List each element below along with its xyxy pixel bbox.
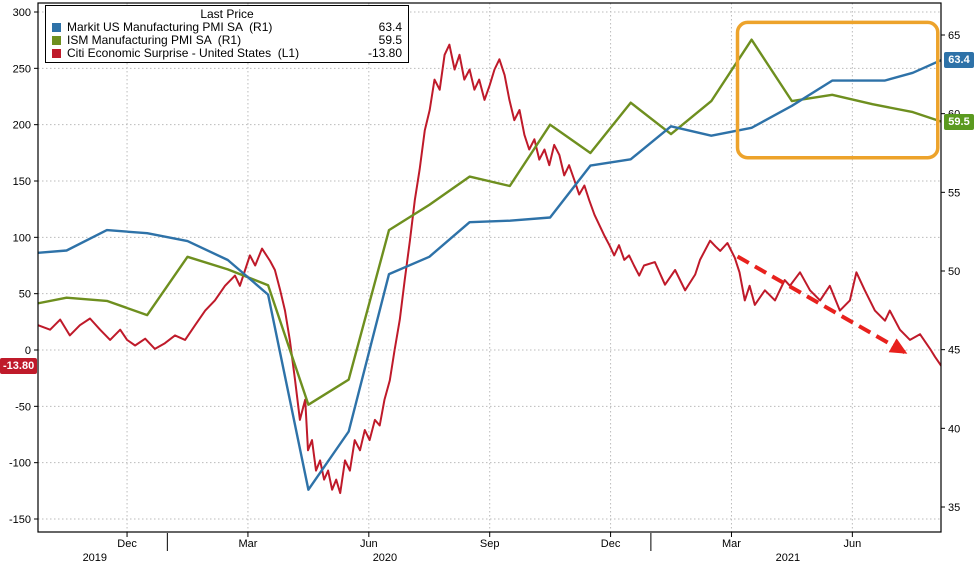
- month-tick-label: Mar: [238, 538, 257, 550]
- ism-series-value: 59.5: [378, 33, 402, 47]
- highlight-box: [735, 20, 940, 160]
- month-tick-label: Jun: [360, 538, 378, 550]
- ism-series-label: ISM Manufacturing PMI SA (R1): [67, 33, 242, 47]
- markit-line: [38, 59, 941, 491]
- axes: 300250200150100500-50-100-15065605550454…: [9, 7, 960, 564]
- left-axis-tick-label: -50: [15, 401, 31, 413]
- markit-last-price-badge: 63.4: [944, 52, 974, 68]
- markit-series-value: 63.4: [378, 20, 402, 34]
- ism-line: [38, 38, 941, 406]
- left-axis-tick-label: 100: [13, 232, 31, 244]
- right-axis-tick-label: 65: [948, 30, 960, 42]
- citi-series-value: -13.80: [367, 46, 402, 60]
- right-axis-tick-label: 45: [948, 345, 960, 357]
- left-axis-tick-label: 300: [13, 7, 31, 19]
- left-axis-tick-label: 250: [13, 63, 31, 75]
- legend-item-ism: ISM Manufacturing PMI SA (R1) 59.5: [52, 34, 402, 47]
- right-axis-tick-label: 35: [948, 502, 960, 514]
- left-axis-tick-label: 0: [25, 345, 31, 357]
- citi-series-label: Citi Economic Surprise - United States (…: [67, 46, 300, 60]
- left-axis-tick-label: -150: [9, 514, 31, 526]
- legend-title: Last Price: [200, 7, 254, 21]
- ism-last-price-badge: 59.5: [944, 114, 974, 130]
- left-axis-tick-label: -100: [9, 458, 31, 470]
- markit-series-label: Markit US Manufacturing PMI SA (R1): [67, 20, 273, 34]
- month-tick-label: Dec: [117, 538, 137, 550]
- left-axis-tick-label: 200: [13, 120, 31, 132]
- month-tick-label: Sep: [480, 538, 500, 550]
- year-label: 2020: [373, 552, 397, 564]
- left-axis-tick-label: 150: [13, 176, 31, 188]
- citi-last-price-badge: -13.80: [0, 358, 38, 374]
- right-axis-tick-label: 55: [948, 187, 960, 199]
- right-axis-tick-label: 50: [948, 266, 960, 278]
- citi-line: [38, 43, 941, 495]
- legend-item-citi: Citi Economic Surprise - United States (…: [52, 47, 402, 60]
- month-tick-label: Jun: [843, 538, 861, 550]
- legend-item-markit: Markit US Manufacturing PMI SA (R1) 63.4: [52, 21, 402, 34]
- citi-series-swatch-icon: [52, 49, 61, 58]
- gridlines: [38, 3, 941, 532]
- month-tick-label: Mar: [722, 538, 741, 550]
- legend: Last Price Markit US Manufacturing PMI S…: [45, 5, 409, 63]
- year-label: 2019: [83, 552, 107, 564]
- year-label: 2021: [776, 552, 800, 564]
- left-axis-tick-label: 50: [19, 289, 31, 301]
- trend-arrow: [736, 254, 908, 354]
- right-axis-tick-label: 40: [948, 423, 960, 435]
- month-tick-label: Dec: [601, 538, 621, 550]
- ism-series-swatch-icon: [52, 36, 61, 45]
- markit-series-swatch-icon: [52, 23, 61, 32]
